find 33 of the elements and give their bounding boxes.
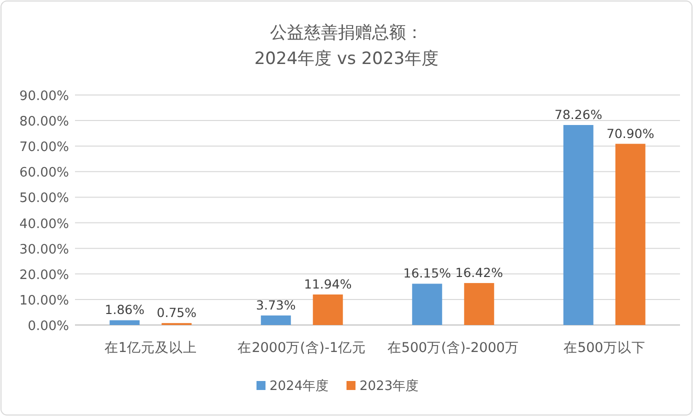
bar bbox=[412, 284, 442, 325]
y-tick-label: 60.00% bbox=[19, 166, 69, 181]
bar bbox=[464, 283, 494, 325]
x-tick-label: 在500万(含)-2000万 bbox=[387, 340, 519, 356]
y-tick-label: 80.00% bbox=[19, 114, 69, 130]
data-label: 0.75% bbox=[156, 305, 197, 320]
y-tick-label: 40.00% bbox=[19, 216, 69, 232]
bar bbox=[312, 294, 343, 325]
data-label: 16.15% bbox=[403, 266, 452, 281]
data-label: 3.73% bbox=[256, 297, 296, 312]
data-label: 1.86% bbox=[104, 302, 145, 318]
x-tick-label: 在2000万(含)-1亿元 bbox=[238, 340, 366, 356]
y-tick-label: 10.00% bbox=[19, 293, 69, 308]
data-label: 78.26% bbox=[554, 107, 602, 122]
y-tick-label: 50.00% bbox=[19, 191, 69, 206]
data-label: 16.42% bbox=[455, 265, 504, 280]
data-label: 11.94% bbox=[304, 276, 352, 292]
bar bbox=[563, 125, 594, 325]
bar bbox=[260, 315, 291, 325]
y-tick-label: 70.00% bbox=[19, 140, 69, 156]
y-tick-label: 30.00% bbox=[19, 242, 69, 258]
legend-label: 2023年度 bbox=[360, 378, 419, 394]
bar bbox=[110, 320, 140, 325]
legend-label: 2024年度 bbox=[270, 378, 329, 394]
bar bbox=[615, 144, 646, 325]
y-tick-label: 20.00% bbox=[19, 268, 69, 283]
chart-title: 公益慈善捐赠总额： bbox=[270, 23, 423, 43]
x-tick-label: 在1亿元及以上 bbox=[104, 340, 197, 356]
y-tick-label: 0.00% bbox=[28, 319, 69, 334]
data-label: 70.90% bbox=[606, 126, 654, 141]
y-tick-label: 90.00% bbox=[19, 89, 69, 104]
x-tick-label: 在500万以下 bbox=[563, 340, 646, 356]
chart-subtitle: 2024年度 vs 2023年度 bbox=[254, 49, 439, 69]
